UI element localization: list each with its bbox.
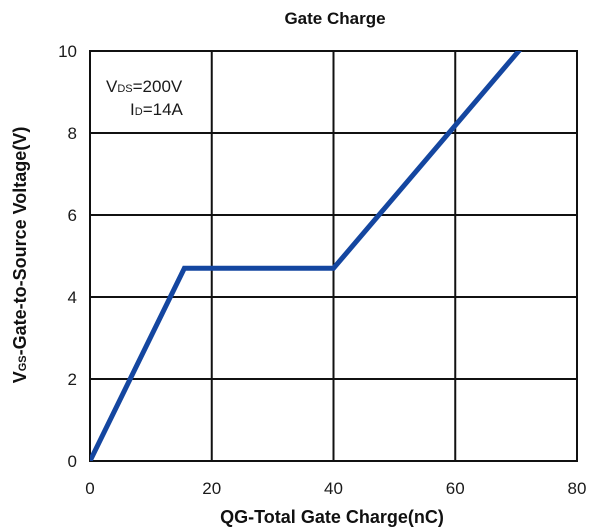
y-tick-label: 8 [68, 124, 77, 143]
x-tick-label: 20 [202, 479, 221, 498]
plot-area-frame [89, 50, 578, 462]
y-tick-label: 6 [68, 206, 77, 225]
y-tick-label: 10 [58, 42, 77, 61]
chart-title: Gate Charge [284, 9, 385, 28]
y-axis-label: VGS-Gate-to-Source Voltage(V) [10, 127, 30, 384]
x-tick-labels: 0 20 40 60 80 [85, 479, 586, 498]
annotation-id: ID=14A [130, 100, 184, 119]
x-tick-label: 80 [568, 479, 587, 498]
gate-charge-series-line [90, 51, 523, 461]
y-tick-label: 4 [68, 288, 77, 307]
y-tick-labels: 0 2 4 6 8 10 [58, 42, 77, 471]
x-axis-label: QG-Total Gate Charge(nC) [220, 507, 444, 527]
x-tick-label: 60 [446, 479, 465, 498]
y-tick-label: 2 [68, 370, 77, 389]
series-layer [90, 51, 523, 461]
x-tick-label: 40 [324, 479, 343, 498]
y-tick-label: 0 [68, 452, 77, 471]
x-tick-label: 0 [85, 479, 94, 498]
annotation-vds: VDS=200V [106, 77, 183, 96]
